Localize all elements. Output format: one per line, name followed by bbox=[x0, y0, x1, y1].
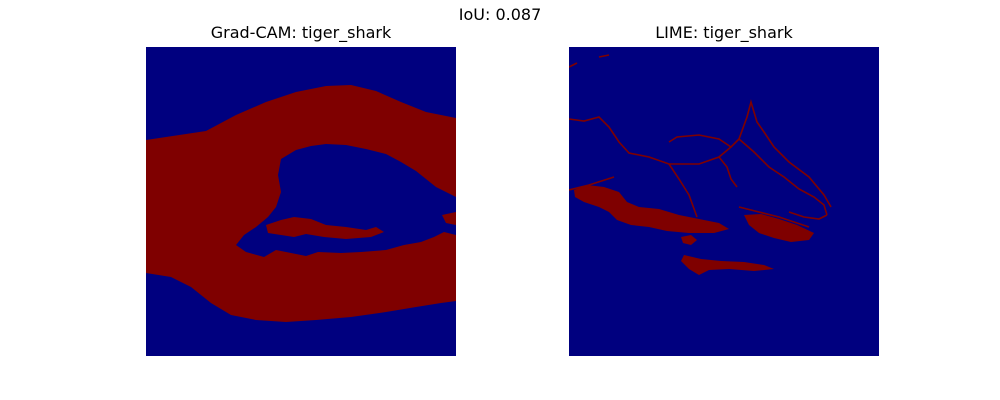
lime-highlight-island-small bbox=[681, 235, 697, 245]
lime-segment-boundaries bbox=[569, 54, 832, 228]
gradcam-edge-highlight bbox=[442, 212, 456, 225]
gradcam-mask-svg bbox=[146, 47, 456, 356]
gradcam-mask-image bbox=[146, 47, 456, 356]
figure-suptitle: IoU: 0.087 bbox=[458, 5, 542, 24]
gradcam-panel-title: Grad-CAM: tiger_shark bbox=[210, 23, 392, 42]
lime-mask-svg bbox=[569, 47, 879, 356]
lime-panel-title: LIME: tiger_shark bbox=[655, 23, 793, 42]
lime-highlight-island-right bbox=[744, 214, 814, 242]
lime-mask-image bbox=[569, 47, 879, 356]
lime-highlight-island-main bbox=[574, 185, 729, 233]
lime-highlight-island-lower bbox=[681, 255, 774, 275]
gradcam-inner-highlight bbox=[266, 217, 384, 239]
gradcam-highlight-region bbox=[146, 85, 456, 322]
